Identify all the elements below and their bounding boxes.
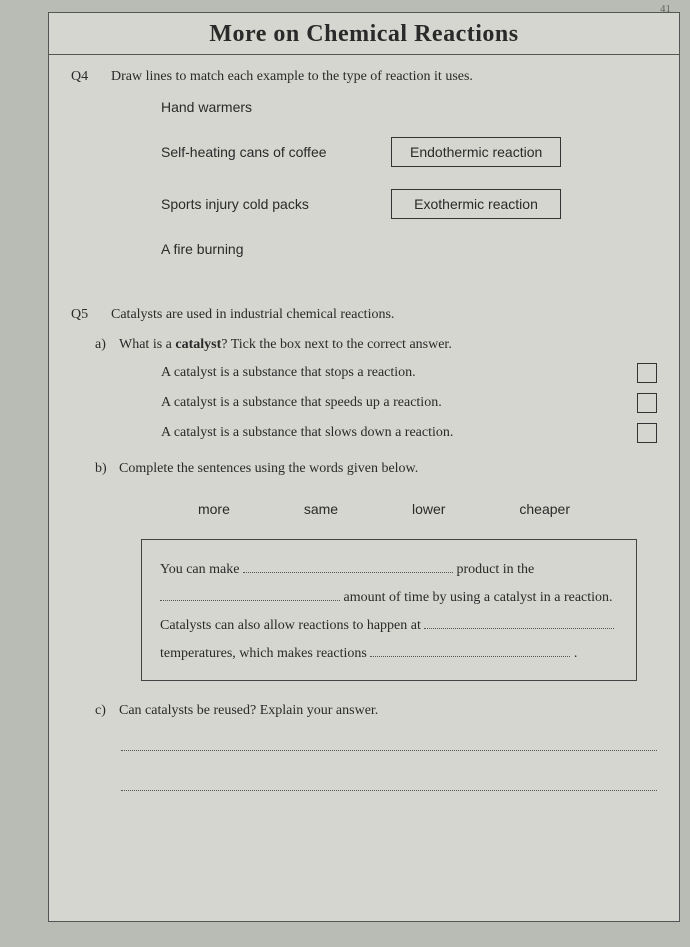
q5a-row: a) What is a catalyst? Tick the box next… bbox=[95, 337, 657, 353]
blank[interactable] bbox=[370, 644, 570, 657]
option-text: A catalyst is a substance that slows dow… bbox=[161, 425, 617, 441]
q5-number: Q5 bbox=[71, 307, 111, 323]
match-item: Self-heating cans of coffee bbox=[161, 144, 391, 160]
match-row: Self-heating cans of coffee Endothermic … bbox=[161, 137, 657, 167]
content: Q4 Draw lines to match each example to t… bbox=[49, 55, 679, 819]
q5c-label: c) bbox=[95, 703, 119, 719]
page-number: 41 bbox=[660, 3, 671, 15]
page-title: More on Chemical Reactions bbox=[209, 21, 518, 47]
q5-prompt: Catalysts are used in industrial chemica… bbox=[111, 307, 657, 323]
match-item: Sports injury cold packs bbox=[161, 196, 391, 212]
q4-match-block: Hand warmers Self-heating cans of coffee… bbox=[161, 99, 657, 257]
q5c-prompt: Can catalysts be reused? Explain your an… bbox=[119, 703, 657, 719]
match-item: Hand warmers bbox=[161, 99, 391, 115]
q5-block: Q5 Catalysts are used in industrial chem… bbox=[71, 307, 657, 791]
word-bank: more same lower cheaper bbox=[161, 501, 607, 517]
blank[interactable] bbox=[243, 560, 453, 573]
answer-line[interactable] bbox=[121, 769, 657, 791]
q5a-prompt: What is a catalyst? Tick the box next to… bbox=[119, 337, 657, 353]
match-row: Hand warmers bbox=[161, 99, 657, 115]
answer-lines bbox=[121, 729, 657, 791]
worksheet-page: 41 More on Chemical Reactions Q4 Draw li… bbox=[48, 12, 680, 922]
q5a-post: ? Tick the box next to the correct answe… bbox=[221, 337, 452, 352]
q5a-bold: catalyst bbox=[175, 337, 221, 352]
option-row: A catalyst is a substance that stops a r… bbox=[161, 363, 657, 383]
checkbox[interactable] bbox=[637, 423, 657, 443]
q4-row: Q4 Draw lines to match each example to t… bbox=[71, 69, 657, 85]
q4-number: Q4 bbox=[71, 69, 111, 85]
word-bank-item: same bbox=[304, 501, 338, 517]
q5b-prompt: Complete the sentences using the words g… bbox=[119, 461, 657, 477]
checkbox[interactable] bbox=[637, 363, 657, 383]
cloze-box: You can make product in the amount of ti… bbox=[141, 539, 637, 681]
cloze-seg: . bbox=[570, 646, 577, 661]
q4-prompt: Draw lines to match each example to the … bbox=[111, 69, 657, 85]
q5c-row: c) Can catalysts be reused? Explain your… bbox=[95, 703, 657, 719]
q5a-pre: What is a bbox=[119, 337, 175, 352]
match-item: A fire burning bbox=[161, 241, 391, 257]
q5a-options: A catalyst is a substance that stops a r… bbox=[161, 363, 657, 443]
option-text: A catalyst is a substance that speeds up… bbox=[161, 395, 617, 411]
option-row: A catalyst is a substance that slows dow… bbox=[161, 423, 657, 443]
answer-line[interactable] bbox=[121, 729, 657, 751]
blank[interactable] bbox=[160, 588, 340, 601]
match-row: Sports injury cold packs Exothermic reac… bbox=[161, 189, 657, 219]
cloze-seg: temperatures, which makes reactions bbox=[160, 646, 370, 661]
q5b-label: b) bbox=[95, 461, 119, 477]
title-row: More on Chemical Reactions bbox=[49, 13, 679, 55]
reaction-box: Endothermic reaction bbox=[391, 137, 561, 167]
checkbox[interactable] bbox=[637, 393, 657, 413]
option-row: A catalyst is a substance that speeds up… bbox=[161, 393, 657, 413]
q5-row: Q5 Catalysts are used in industrial chem… bbox=[71, 307, 657, 323]
blank[interactable] bbox=[424, 616, 614, 629]
reaction-box: Exothermic reaction bbox=[391, 189, 561, 219]
cloze-seg: product in the bbox=[453, 562, 534, 577]
q5b-row: b) Complete the sentences using the word… bbox=[95, 461, 657, 477]
q5a-label: a) bbox=[95, 337, 119, 353]
word-bank-item: lower bbox=[412, 501, 445, 517]
cloze-seg: You can make bbox=[160, 562, 243, 577]
word-bank-item: cheaper bbox=[519, 501, 570, 517]
option-text: A catalyst is a substance that stops a r… bbox=[161, 365, 617, 381]
match-row: A fire burning bbox=[161, 241, 657, 257]
word-bank-item: more bbox=[198, 501, 230, 517]
